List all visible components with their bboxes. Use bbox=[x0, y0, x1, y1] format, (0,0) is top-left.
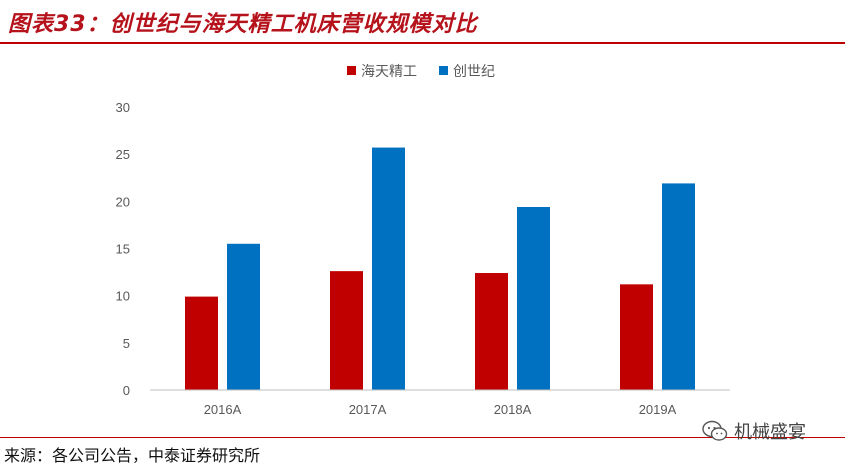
y-tick-label: 15 bbox=[116, 242, 130, 257]
x-axis: 2016A 2017A 2018A 2019A bbox=[150, 389, 730, 417]
y-tick-label: 0 bbox=[123, 383, 130, 398]
x-tick-label: 2017A bbox=[349, 402, 387, 417]
wechat-icon bbox=[702, 420, 728, 441]
legend-label-1: 创世纪 bbox=[453, 64, 495, 80]
legend-swatch-0 bbox=[347, 66, 356, 75]
title-divider bbox=[0, 42, 845, 44]
watermark: 机械盛宴 bbox=[702, 418, 806, 444]
y-tick-label: 25 bbox=[116, 147, 130, 162]
bars bbox=[185, 147, 695, 390]
y-tick-label: 5 bbox=[123, 336, 130, 351]
legend: 海天精工 创世纪 bbox=[347, 64, 495, 80]
y-tick-label: 10 bbox=[116, 289, 130, 304]
bar-haitian-2018A bbox=[475, 273, 508, 390]
y-tick-label: 30 bbox=[116, 100, 130, 115]
footer-divider bbox=[0, 437, 845, 438]
chart-title: 图表33：创世纪与海天精工机床营收规模对比 bbox=[8, 12, 478, 37]
bar-chuangshiji-2019A bbox=[662, 183, 695, 390]
bar-chuangshiji-2018A bbox=[517, 206, 550, 390]
bar-chart: 海天精工 创世纪 0 5 10 15 20 25 30 2016A 2017A 2018A 2019… bbox=[116, 64, 730, 417]
bar-haitian-2017A bbox=[330, 271, 363, 390]
x-tick-label: 2018A bbox=[494, 402, 532, 417]
legend-swatch-1 bbox=[439, 66, 448, 75]
watermark-text: 机械盛宴 bbox=[734, 422, 806, 443]
source-note: 来源：各公司公告，中泰证券研究所 bbox=[4, 446, 261, 465]
bar-haitian-2016A bbox=[185, 296, 218, 390]
bar-chuangshiji-2016A bbox=[227, 243, 260, 390]
y-axis: 0 5 10 15 20 25 30 bbox=[116, 100, 130, 398]
x-tick-label: 2016A bbox=[204, 402, 242, 417]
bar-haitian-2019A bbox=[620, 284, 653, 390]
y-tick-label: 20 bbox=[116, 194, 130, 209]
x-tick-label: 2019A bbox=[639, 402, 677, 417]
legend-label-0: 海天精工 bbox=[361, 64, 417, 80]
bar-chuangshiji-2017A bbox=[372, 147, 405, 390]
